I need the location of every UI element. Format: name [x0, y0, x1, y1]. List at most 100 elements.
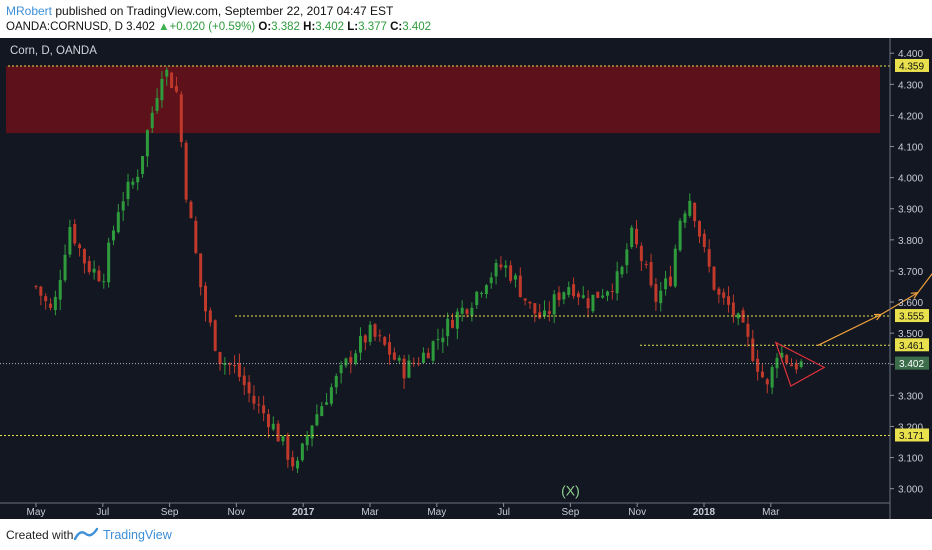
candle-body [116, 212, 120, 233]
candle-body [794, 363, 798, 370]
candle-body [150, 112, 154, 128]
candle-body [325, 402, 329, 405]
candle-body [678, 220, 682, 251]
candle-body [441, 337, 445, 343]
candle-body [49, 303, 53, 308]
candle-body [702, 233, 706, 248]
candle-body [155, 98, 159, 111]
candle-body [126, 181, 130, 200]
ohlc-line: OANDA:CORNUSD, D 3.402 ▲+0.020 (+0.59%) … [6, 21, 431, 33]
candle-body [402, 358, 406, 379]
candle-body [78, 244, 82, 249]
candle-body [756, 358, 760, 372]
candle-body [499, 264, 503, 268]
tradingview-brand[interactable]: TradingView [103, 528, 172, 542]
resistance-zone [6, 65, 880, 134]
candle-body [266, 414, 270, 428]
candle-body [247, 382, 251, 394]
open-label: O: [258, 21, 272, 33]
candle-body [213, 320, 217, 351]
price-tick-label: 3.700 [898, 267, 923, 278]
candle-body [615, 271, 619, 294]
candle-body [557, 292, 561, 301]
chart-area[interactable]: (X) 4.400 4.300 4.200 4.100 4.000 3.900 3.800 3.… [0, 38, 932, 519]
candle-body [170, 72, 174, 89]
candle-body [131, 181, 135, 185]
candle-body [204, 285, 208, 312]
price-chart-svg[interactable]: (X) 4.400 4.300 4.200 4.100 4.000 3.900 3.800 3.… [0, 38, 932, 519]
candle-body [194, 220, 198, 253]
price-tick-label: 3.500 [898, 329, 923, 340]
candle-body [426, 352, 430, 359]
candle-body [334, 375, 338, 388]
price-label-badge [895, 356, 929, 370]
projection-path [817, 272, 932, 347]
chart-symbol-label: Corn, D, OANDA [10, 45, 97, 57]
time-tick-label: 2018 [693, 507, 716, 518]
candle-body [523, 298, 527, 301]
time-tick-label: May [427, 507, 446, 518]
candle-body [736, 313, 740, 319]
candle-body [504, 265, 508, 268]
candle-body [165, 69, 169, 77]
price-label-text: 3.402 [899, 359, 924, 370]
candle-body [82, 249, 86, 264]
price-tick-label: 3.000 [898, 485, 923, 496]
candle-body [717, 288, 721, 295]
candle-body [208, 310, 212, 323]
candle-body [790, 364, 794, 367]
candle-body [257, 404, 261, 406]
candle-body [421, 352, 425, 363]
candle-body [683, 213, 687, 223]
candle-body [751, 338, 755, 361]
candle-body [436, 339, 440, 341]
candle-body [383, 336, 387, 345]
candle-body [262, 405, 266, 414]
time-tick-label: Sep [562, 507, 580, 518]
footer: Created with TradingView [0, 519, 932, 550]
price-label-text: 3.555 [899, 312, 924, 323]
candle-body [533, 303, 537, 314]
candle-body [722, 292, 726, 298]
price-tick-label: 4.000 [898, 174, 923, 185]
price-label-badge [895, 428, 929, 442]
candle-body [620, 266, 624, 275]
up-arrow-icon: ▲ [158, 21, 170, 33]
candle-body [107, 242, 111, 283]
tradingview-logo-icon[interactable] [74, 527, 98, 541]
candle-body [218, 352, 222, 365]
candle-body [610, 291, 614, 293]
candle-body [659, 290, 663, 304]
open-value: 3.382 [271, 21, 300, 33]
candle-body [765, 379, 769, 385]
candle-body [291, 457, 295, 467]
close-label: C: [390, 21, 403, 33]
candle-body [392, 352, 396, 360]
high-label: H: [303, 21, 316, 33]
price-label-badge [895, 338, 929, 352]
candle-body [276, 423, 280, 442]
price-tick-label: 3.200 [898, 422, 923, 433]
candle-body [368, 324, 372, 342]
candle-body [712, 266, 716, 290]
candle-body [223, 363, 227, 365]
candle-body [465, 309, 469, 315]
candle-body [693, 202, 697, 222]
candle-body [271, 423, 275, 430]
candle-body [189, 201, 193, 219]
candle-body [576, 293, 580, 298]
price-tick-label: 4.300 [898, 80, 923, 91]
candle-body [543, 310, 547, 317]
candle-body [378, 335, 382, 337]
candle-body [494, 263, 498, 277]
time-tick-label: Jul [497, 507, 510, 518]
candle-body [286, 435, 290, 460]
candle-body [489, 277, 493, 284]
change-value: +0.020 (+0.59%) [169, 21, 256, 33]
candle-body [591, 294, 595, 312]
time-tick-label: 2017 [292, 507, 315, 518]
author-link[interactable]: MRobert [6, 4, 53, 18]
candle-body [431, 341, 435, 361]
time-tick-label: May [27, 507, 46, 518]
candle-body [480, 292, 484, 295]
